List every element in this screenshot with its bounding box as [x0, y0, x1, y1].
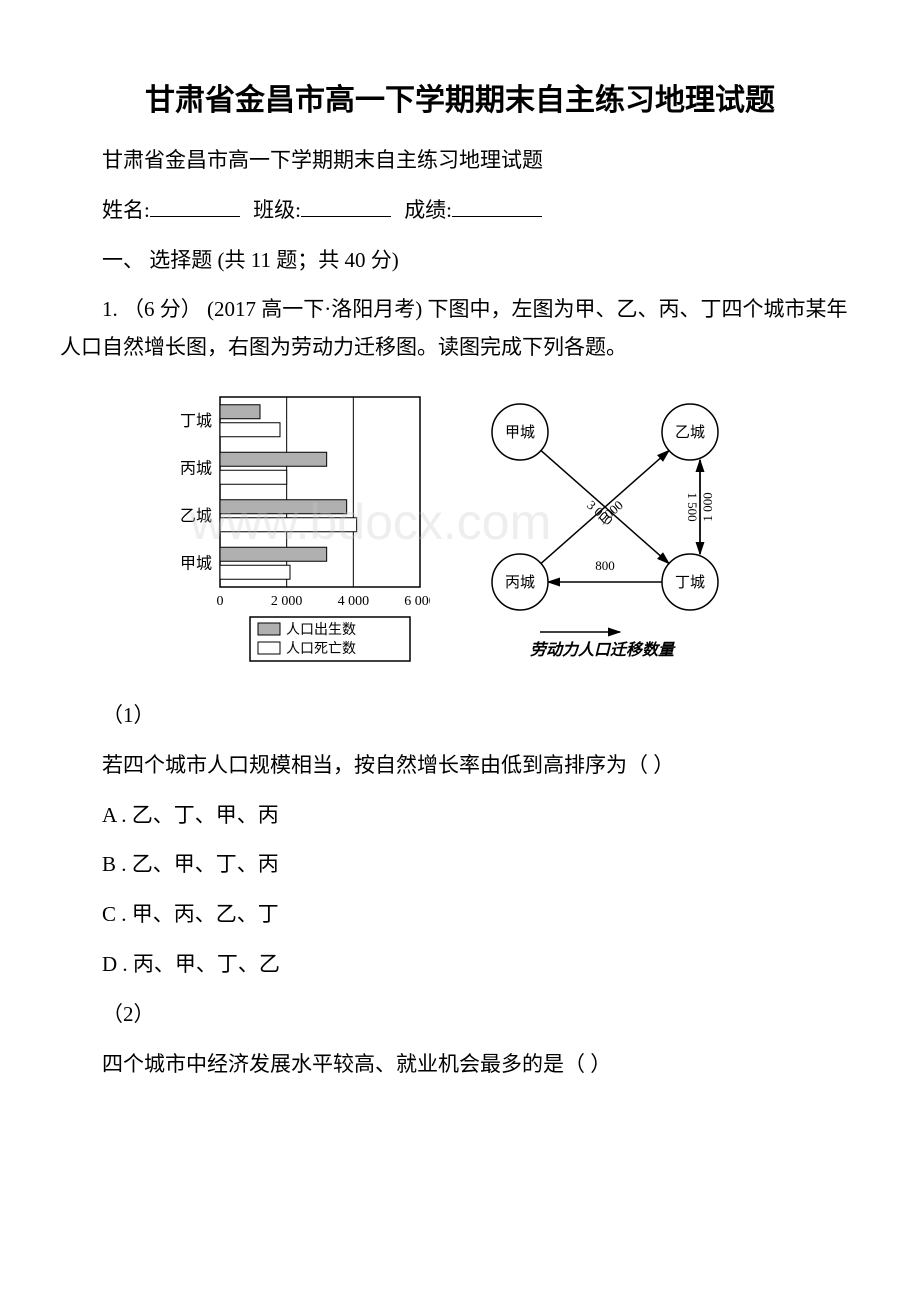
grade-label: 成绩:	[404, 198, 452, 222]
svg-text:1 000: 1 000	[700, 492, 715, 521]
svg-text:6 000: 6 000	[404, 594, 430, 609]
svg-text:人口死亡数: 人口死亡数	[286, 641, 356, 657]
svg-text:甲城: 甲城	[180, 554, 212, 572]
class-label: 班级:	[253, 198, 301, 222]
svg-text:乙城: 乙城	[180, 507, 212, 525]
migration-diagram: 3 0001 0001 5001 000800甲城乙城丙城丁城劳动力人口迁移数量	[460, 387, 750, 667]
document-title: 甘肃省金昌市高一下学期期末自主练习地理试题	[60, 80, 860, 122]
name-label: 姓名:	[102, 198, 150, 222]
svg-text:2 000: 2 000	[271, 594, 303, 609]
sub-question-1-label: （1）	[60, 697, 860, 735]
svg-text:丙城: 丙城	[505, 574, 535, 591]
svg-text:乙城: 乙城	[675, 424, 705, 441]
svg-text:人口出生数: 人口出生数	[286, 622, 356, 638]
svg-text:丁城: 丁城	[180, 412, 212, 430]
svg-text:甲城: 甲城	[505, 424, 535, 441]
option-1b: B . 乙、甲、丁、丙	[60, 846, 860, 884]
option-1d: D . 丙、甲、丁、乙	[60, 946, 860, 984]
svg-text:1 500: 1 500	[685, 492, 700, 521]
svg-text:800: 800	[595, 558, 615, 573]
svg-text:丙城: 丙城	[180, 459, 212, 477]
document-subtitle: 甘肃省金昌市高一下学期期末自主练习地理试题	[60, 142, 860, 180]
figure-container: www.bdocx.com 02 0004 0006 000丁城丙城乙城甲城人口…	[60, 387, 860, 677]
svg-text:劳动力人口迁移数量: 劳动力人口迁移数量	[530, 641, 676, 659]
option-1a: A . 乙、丁、甲、丙	[60, 797, 860, 835]
question1-intro: 1. （6 分） (2017 高一下·洛阳月考) 下图中，左图为甲、乙、丙、丁四…	[60, 291, 860, 367]
svg-text:丁城: 丁城	[675, 574, 705, 591]
section-header: 一、 选择题 (共 11 题；共 40 分)	[60, 242, 860, 280]
option-1c: C . 甲、丙、乙、丁	[60, 896, 860, 934]
sub-question-2-label: （2）	[60, 996, 860, 1034]
bar-chart: 0 2 000 4 000 6 000 丁城丙城乙城甲城人口出生数人口死亡数	[170, 387, 430, 677]
grade-field	[452, 216, 542, 217]
name-field	[150, 216, 240, 217]
svg-text:4 000: 4 000	[338, 594, 370, 609]
form-line: 姓名: 班级: 成绩:	[60, 192, 860, 230]
svg-text:0: 0	[217, 594, 224, 609]
sub-question-2-text: 四个城市中经济发展水平较高、就业机会最多的是（ ）	[60, 1046, 860, 1084]
sub-question-1-text: 若四个城市人口规模相当，按自然增长率由低到高排序为（ ）	[60, 747, 860, 785]
class-field	[301, 216, 391, 217]
